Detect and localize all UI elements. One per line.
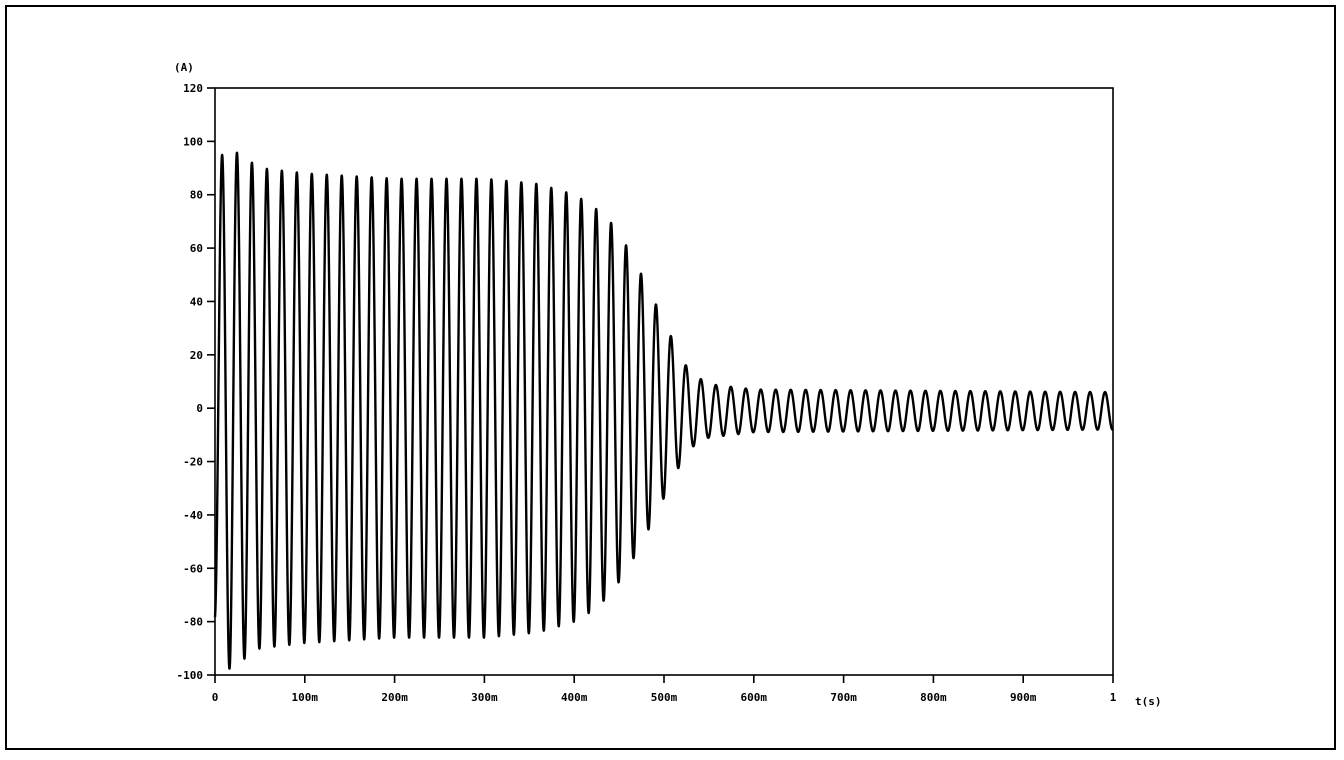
y-tick-label: 60: [190, 242, 203, 255]
x-tick-label: 100m: [292, 691, 319, 704]
y-axis-label: (A): [174, 61, 194, 74]
x-tick-label: 1: [1110, 691, 1117, 704]
x-tick-label: 200m: [381, 691, 408, 704]
x-tick-label: 600m: [741, 691, 768, 704]
x-tick-label: 0: [212, 691, 219, 704]
series-line: [215, 153, 1113, 669]
y-tick-label: -40: [183, 509, 203, 522]
y-tick-label: 0: [196, 402, 203, 415]
x-tick-label: 700m: [830, 691, 857, 704]
y-tick-label: 100: [183, 135, 203, 148]
y-tick-label: -20: [183, 456, 203, 469]
x-tick-label: 500m: [651, 691, 678, 704]
x-axis-label: t(s): [1135, 695, 1162, 708]
x-tick-label: 400m: [561, 691, 588, 704]
x-tick-label: 300m: [471, 691, 498, 704]
y-tick-label: 80: [190, 189, 203, 202]
y-tick-label: 40: [190, 295, 203, 308]
y-axis-ticks: 120 100 80 60 40 20 0 -20 -40 -60 -80 -100: [177, 82, 216, 682]
y-tick-label: 20: [190, 349, 203, 362]
x-tick-label: 800m: [920, 691, 947, 704]
y-tick-label: -100: [177, 669, 204, 682]
y-tick-label: -60: [183, 562, 203, 575]
x-tick-label: 900m: [1010, 691, 1037, 704]
x-axis-ticks: 0 100m 200m 300m 400m 500m 600m 700m 800m 900m 1: [212, 675, 1117, 704]
y-tick-label: -80: [183, 616, 203, 629]
y-tick-label: 120: [183, 82, 203, 95]
